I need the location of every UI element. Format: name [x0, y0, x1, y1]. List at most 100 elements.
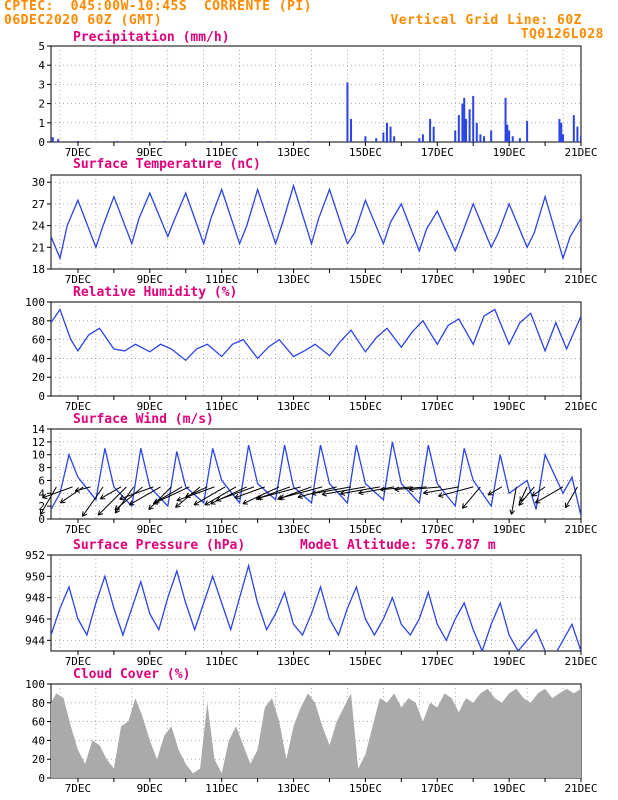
station-header: CPTEC: 045:00W-10:45S CORRENTE (PI) — [4, 0, 313, 14]
precip-bar — [267, 141, 270, 142]
wind-arrow — [518, 486, 535, 506]
pressure-xtick-label: 21DEC — [564, 655, 597, 668]
temp-ytick-label: 24 — [32, 220, 46, 233]
wind-arrow — [185, 486, 208, 498]
wind-xtick-label: 11DEC — [205, 523, 238, 536]
wind-xtick-label: 13DEC — [277, 523, 310, 536]
rh-ytick-label: 80 — [32, 315, 45, 328]
wind-arrowhead — [438, 495, 444, 498]
precip-frame — [50, 45, 582, 143]
wind-arrowhead — [311, 490, 316, 495]
wind-arrow — [154, 486, 183, 504]
rh-ytick-label: 0 — [38, 390, 45, 403]
precip-ytick-label: 3 — [38, 78, 45, 91]
rh-xtick-label: 15DEC — [349, 400, 382, 413]
precip-bar — [432, 126, 435, 142]
wind-arrow — [148, 486, 172, 510]
precip-panel — [47, 45, 582, 146]
precip-bar — [504, 97, 507, 142]
wind-arrowhead — [60, 501, 66, 504]
wind-arrowhead — [277, 498, 283, 501]
wind-arrowhead — [119, 495, 124, 500]
temp-panel — [47, 174, 582, 273]
precip-bar — [508, 130, 511, 142]
wind-arrowhead — [531, 494, 537, 497]
wind-arrow — [97, 486, 127, 516]
cloud-ytick-label: 20 — [32, 753, 45, 766]
cloud-xtick-label: 15DEC — [349, 782, 382, 795]
wind-arrowhead — [258, 497, 264, 500]
precip-bar — [562, 134, 565, 142]
precip-xtick-label: 9DEC — [137, 146, 164, 159]
rh-xtick-label: 9DEC — [137, 400, 164, 413]
temp-xtick-label: 17DEC — [421, 273, 454, 286]
wind-ytick-label: 4 — [38, 487, 45, 500]
precip-bar — [421, 134, 424, 142]
rh-frame — [50, 301, 582, 397]
cloud-area — [51, 688, 581, 778]
wind-arrowhead — [99, 494, 104, 500]
wind-arrow — [100, 486, 122, 500]
wind-arrow — [408, 486, 441, 491]
precip-ytick-label: 1 — [38, 117, 45, 130]
run-date: 06DEC2020 60Z (GMT) — [4, 13, 163, 28]
wind-xtick-label: 21DEC — [564, 523, 597, 536]
wind-arrowhead — [408, 486, 414, 491]
wind-arrow — [519, 486, 528, 502]
wind-arrowhead — [321, 494, 327, 497]
precip-bar — [463, 97, 466, 142]
wind-arrow — [531, 486, 546, 497]
wind-arrow — [216, 486, 255, 502]
wind-arrowhead — [279, 497, 285, 500]
wind-arrowhead — [358, 489, 363, 494]
wind-arrowhead — [511, 510, 515, 515]
rh-xtick-label: 11DEC — [205, 400, 238, 413]
precip-bar — [389, 126, 392, 142]
precip-bar — [468, 109, 471, 142]
wind-arrowhead — [97, 510, 101, 516]
pressure-annotation: Model Altitude: 576.787 m — [300, 538, 496, 553]
wind-xtick-label: 9DEC — [137, 523, 164, 536]
cloud-title: Cloud Cover (%) — [73, 667, 190, 682]
precip-title: Precipitation (mm/h) — [73, 30, 230, 45]
wind-arrow — [129, 486, 161, 506]
wind-arrow — [204, 486, 237, 506]
wind-ytick-label: 0 — [38, 513, 45, 526]
wind-arrow — [193, 486, 226, 506]
precip-bar — [572, 115, 575, 142]
wind-arrowhead — [210, 499, 214, 505]
wind-arrowhead — [119, 498, 125, 501]
temp-title: Surface Temperature (nC) — [73, 157, 261, 172]
temp-ytick-label: 21 — [32, 241, 45, 254]
cloud-xtick-label: 19DEC — [493, 782, 526, 795]
wind-arrowhead — [74, 490, 81, 493]
wind-ytick-label: 6 — [38, 474, 45, 487]
wind-arrowhead — [175, 505, 181, 508]
wind-arrowhead — [185, 492, 189, 498]
rh-title: Relative Humidity (%) — [73, 285, 237, 300]
wind-arrowhead — [128, 500, 133, 506]
precip-bar — [490, 130, 493, 142]
precip-bar — [580, 136, 581, 142]
pressure-ytick-label: 944 — [25, 634, 45, 647]
precip-bar — [418, 138, 421, 142]
precip-bar — [475, 122, 478, 142]
cloud-ytick-label: 100 — [25, 678, 45, 691]
wind-arrowhead — [461, 503, 464, 509]
rh-xtick-label: 21DEC — [564, 400, 597, 413]
wind-ytick-label: 14 — [32, 423, 46, 436]
precip-bar — [558, 118, 561, 142]
pressure-xtick-label: 9DEC — [137, 655, 164, 668]
wind-arrowhead — [152, 499, 157, 505]
wind-arrowhead — [176, 500, 182, 502]
wind-arrow — [42, 486, 73, 499]
rh-ytick-label: 40 — [32, 352, 45, 365]
wind-arrowhead — [42, 497, 48, 500]
rh-xtick-label: 19DEC — [493, 400, 526, 413]
wind-arrow — [487, 486, 503, 496]
wind-arrowhead — [565, 504, 570, 509]
precip-ytick-label: 0 — [38, 136, 45, 149]
wind-series-line — [51, 441, 581, 516]
cloud-ytick-label: 40 — [32, 734, 45, 747]
wind-arrowhead — [297, 493, 302, 498]
